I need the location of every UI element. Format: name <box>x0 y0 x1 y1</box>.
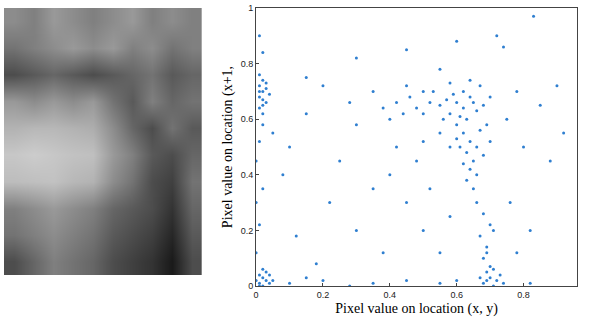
svg-text:Pixel value on location (x, y): Pixel value on location (x, y) <box>335 301 498 317</box>
svg-text:0: 0 <box>248 281 253 291</box>
svg-text:0.6: 0.6 <box>450 290 463 300</box>
svg-text:0.4: 0.4 <box>384 290 397 300</box>
svg-text:0: 0 <box>254 290 259 300</box>
svg-text:0.8: 0.8 <box>241 59 254 69</box>
svg-text:0.2: 0.2 <box>241 226 254 236</box>
svg-text:0.8: 0.8 <box>517 290 530 300</box>
svg-text:Pixel value on location (x+1,: Pixel value on location (x+1, <box>220 66 236 228</box>
svg-text:1: 1 <box>248 3 253 13</box>
svg-text:0.6: 0.6 <box>241 114 254 124</box>
svg-text:0.4: 0.4 <box>241 170 254 180</box>
svg-text:0.2: 0.2 <box>317 290 330 300</box>
